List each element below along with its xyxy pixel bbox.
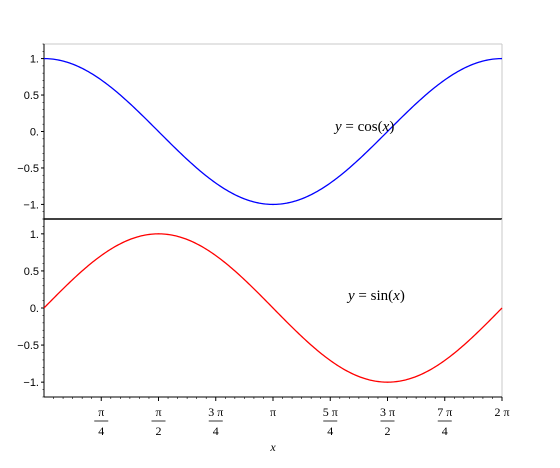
xtick-label: π xyxy=(270,405,276,419)
cos-panel: 1. 0.5 0. −0.5 −1. y = cos(x) xyxy=(17,43,503,220)
xtick-label-numerator: 3 π xyxy=(380,405,395,419)
xtick-label-denominator: 4 xyxy=(213,424,219,438)
cos-ytick-label: 1. xyxy=(30,54,39,66)
cos-ytick-label: −0.5 xyxy=(17,163,39,175)
cos-ytick-label: 0.5 xyxy=(24,90,39,102)
xtick-label-numerator: 7 π xyxy=(437,405,452,419)
sin-ytick-label: −1. xyxy=(23,377,39,389)
xtick-label-numerator: π xyxy=(98,405,104,419)
sin-panel: 1. 0.5 0. −0.5 −1. y = sin(x) π 4 π 2 3 π 4 π 5 π 4 3 π… xyxy=(17,218,510,438)
xtick-label-numerator: 3 π xyxy=(208,405,223,419)
x-axis-label: x xyxy=(269,440,276,454)
xtick-label: 2 π xyxy=(494,405,509,419)
xtick-label-denominator: 4 xyxy=(327,424,333,438)
sin-equation-label: y = sin(x) xyxy=(346,288,405,304)
sin-curve xyxy=(43,233,503,383)
cos-ytick-label: −1. xyxy=(23,199,39,211)
xtick-label-denominator: 2 xyxy=(156,424,162,438)
xtick-label-numerator: π xyxy=(155,405,161,419)
cos-equation-label: y = cos(x) xyxy=(333,119,394,135)
xtick-label-denominator: 4 xyxy=(442,424,448,438)
sin-ytick-label: −0.5 xyxy=(17,340,39,352)
xtick-label-numerator: 5 π xyxy=(323,405,338,419)
sin-ytick-label: 0. xyxy=(30,303,39,315)
xtick-label-denominator: 2 xyxy=(385,424,391,438)
sin-ytick-label: 1. xyxy=(30,229,39,241)
cos-curve xyxy=(43,57,503,206)
cos-ytick-label: 0. xyxy=(30,127,39,139)
sin-ytick-label: 0.5 xyxy=(24,266,39,278)
xtick-label-denominator: 4 xyxy=(98,424,104,438)
